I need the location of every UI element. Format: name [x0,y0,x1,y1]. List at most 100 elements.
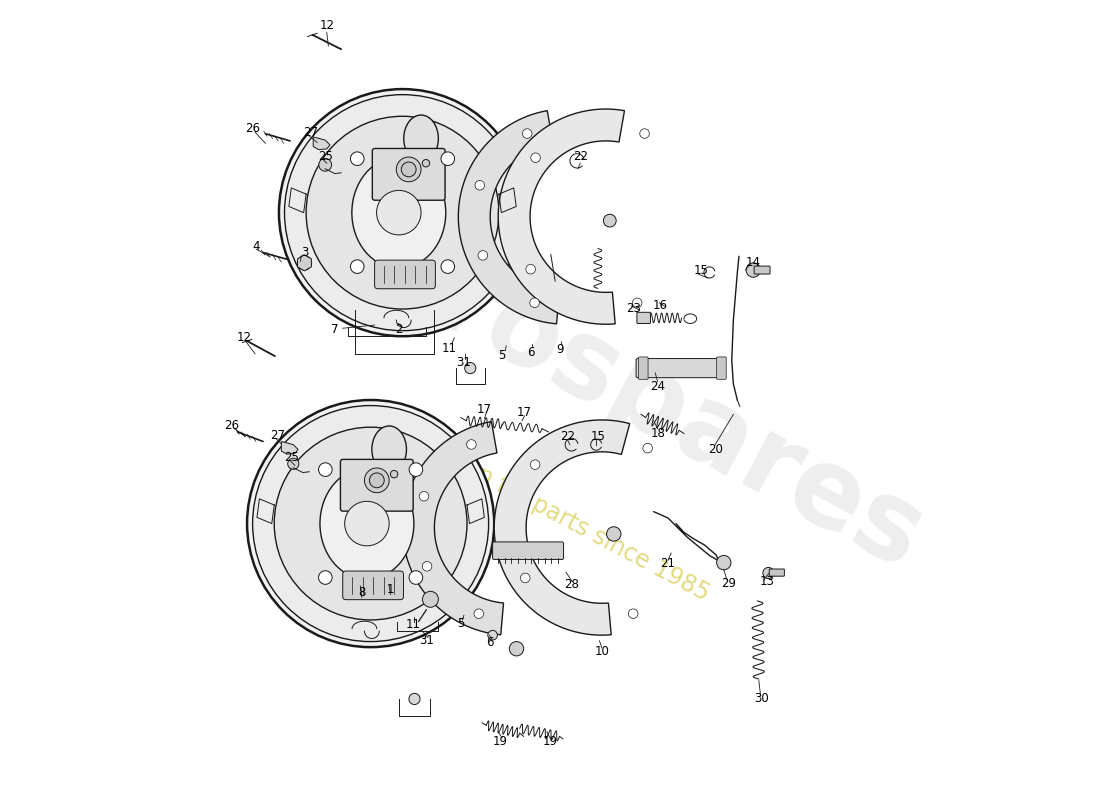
Text: 15: 15 [591,430,605,443]
Text: 29: 29 [722,577,736,590]
FancyBboxPatch shape [636,358,723,378]
FancyBboxPatch shape [637,312,650,323]
Text: 22: 22 [560,430,575,443]
Text: 21: 21 [660,557,675,570]
Text: 31: 31 [419,634,433,647]
Circle shape [526,265,536,274]
Text: 12: 12 [319,19,334,32]
Text: 3: 3 [300,246,308,259]
Text: 27: 27 [270,430,285,442]
Circle shape [642,443,652,453]
Text: 14: 14 [746,256,761,270]
FancyBboxPatch shape [375,260,436,289]
Circle shape [422,562,432,571]
Circle shape [288,458,299,470]
Text: 30: 30 [754,693,769,706]
Circle shape [716,555,732,570]
Circle shape [319,463,332,477]
Ellipse shape [320,468,414,579]
Circle shape [464,362,476,374]
Text: 31: 31 [456,356,471,369]
FancyBboxPatch shape [716,357,726,379]
Circle shape [396,157,421,182]
Ellipse shape [404,115,438,162]
Circle shape [253,406,488,642]
Text: 11: 11 [406,618,420,631]
Text: 6: 6 [486,636,494,649]
Text: 26: 26 [224,419,240,432]
Text: 19: 19 [542,734,558,748]
Circle shape [531,153,540,162]
Circle shape [487,630,497,640]
Text: 8: 8 [359,586,365,599]
Text: 16: 16 [652,299,668,313]
Circle shape [632,298,642,307]
Circle shape [409,463,422,477]
Circle shape [475,181,485,190]
Circle shape [746,263,760,278]
Circle shape [319,158,331,171]
Text: 27: 27 [304,126,318,139]
Text: 28: 28 [564,578,579,591]
Text: 19: 19 [493,734,508,748]
Circle shape [422,591,439,607]
Circle shape [474,609,484,618]
Circle shape [351,152,364,166]
Text: 5: 5 [498,349,506,362]
Circle shape [370,473,384,488]
Circle shape [285,94,520,330]
Circle shape [520,573,530,582]
Text: 11: 11 [441,342,456,354]
Text: 10: 10 [594,645,609,658]
Text: 23: 23 [626,302,641,315]
Circle shape [441,260,454,274]
Circle shape [274,427,468,620]
Circle shape [640,129,649,138]
Circle shape [763,567,774,578]
FancyBboxPatch shape [493,542,563,559]
Circle shape [530,298,539,307]
Text: 6: 6 [527,346,535,358]
Text: 18: 18 [650,427,666,440]
FancyBboxPatch shape [340,459,414,511]
Circle shape [351,260,364,274]
Ellipse shape [352,157,446,268]
Text: 12: 12 [236,331,252,344]
FancyBboxPatch shape [372,149,446,200]
Circle shape [409,694,420,705]
Polygon shape [314,137,330,150]
Circle shape [628,609,638,618]
Text: eurospares: eurospares [286,176,942,592]
Text: 20: 20 [708,443,724,456]
Text: 4: 4 [252,240,260,253]
Circle shape [441,152,454,166]
Circle shape [402,162,416,177]
FancyBboxPatch shape [769,569,784,576]
Circle shape [390,470,398,478]
Text: 15: 15 [693,264,708,278]
Text: 13: 13 [759,575,774,588]
Circle shape [478,250,487,260]
Circle shape [604,214,616,227]
Polygon shape [494,420,629,635]
Circle shape [279,89,526,336]
Text: 22: 22 [573,150,587,162]
Text: 25: 25 [318,150,332,162]
FancyBboxPatch shape [755,266,770,274]
FancyBboxPatch shape [638,357,648,379]
Circle shape [376,190,421,235]
Text: 7: 7 [331,323,339,336]
Circle shape [509,642,524,656]
Circle shape [422,159,430,167]
Circle shape [409,570,422,584]
Circle shape [522,129,532,138]
Text: 5: 5 [456,617,464,630]
Text: 1: 1 [387,583,394,596]
Circle shape [344,502,389,546]
Circle shape [364,468,389,493]
Polygon shape [298,255,311,271]
Text: 26: 26 [245,122,260,135]
Circle shape [606,526,621,541]
Text: 25: 25 [284,451,299,464]
Circle shape [466,440,476,450]
